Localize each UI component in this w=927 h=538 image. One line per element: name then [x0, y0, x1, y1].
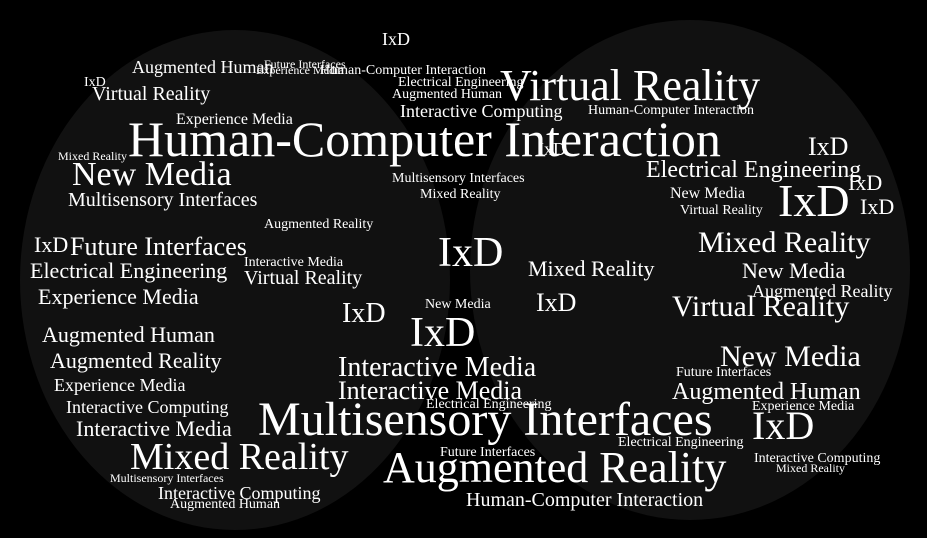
word-future-interfaces-right: Future Interfaces [676, 365, 772, 380]
word-interactive-media-left: Interactive Media [76, 416, 232, 441]
word-electrical-engineering-bottom: Electrical Engineering [618, 435, 744, 450]
word-electrical-engineering-left: Electrical Engineering [30, 258, 228, 283]
word-ixd-left: IxD [34, 232, 69, 257]
word-virtual-reality-large: Virtual Reality [500, 61, 761, 110]
word-augmented-human-right: Augmented Human [672, 379, 861, 405]
word-ixd-mid: IxD [536, 288, 577, 317]
word-augmented-reality-small: Augmented Reality [264, 217, 374, 232]
word-human-computer-interaction-bottom: Human-Computer Interaction [466, 489, 704, 511]
word-ixd-mid-2: IxD [342, 298, 386, 329]
word-new-media-right-small: New Media [670, 185, 746, 202]
word-ixd-large-4: IxD [752, 403, 815, 448]
word-augmented-human-bottom: Augmented Human [170, 497, 281, 512]
word-experience-media-small: Experience Media [54, 375, 186, 395]
word-ixd-mid-small: IxD [538, 139, 566, 159]
word-ixd-top: IxD [382, 29, 410, 49]
word-future-interfaces-left: Future Interfaces [70, 232, 247, 261]
word-experience-media-top-2: Experience Media [176, 111, 293, 128]
word-ixd-large-1: IxD [778, 175, 850, 226]
word-interactive-computing-bottom: Interactive Computing [158, 483, 321, 503]
word-ixd-large-2: IxD [438, 230, 504, 276]
word-augmented-human-top: Augmented Human [132, 57, 274, 77]
word-mixed-reality-mid: Mixed Reality [528, 256, 655, 281]
word-augmented-reality-right: Augmented Reality [752, 281, 893, 301]
word-human-computer-interaction-top: Human-Computer Interaction [320, 63, 487, 78]
word-multisensory-interfaces-large: Multisensory Interfaces [258, 393, 713, 446]
word-mixed-reality-right: Mixed Reality [698, 226, 871, 259]
word-interactive-computing-right-small: Interactive Computing [754, 451, 881, 466]
word-mixed-reality-small: Mixed Reality [420, 187, 501, 202]
word-virtual-reality-left: Virtual Reality [92, 83, 211, 105]
word-experience-media-left: Experience Media [38, 284, 199, 309]
word-future-interfaces-bottom: Future Interfaces [440, 445, 536, 460]
word-virtual-reality-mid: Virtual Reality [244, 267, 363, 289]
word-augmented-human-mid: Augmented Human [392, 87, 503, 102]
word-electrical-engineering-right: Electrical Engineering [646, 157, 862, 183]
word-ixd-right-small: IxD [808, 132, 849, 161]
word-augmented-reality-large: Augmented Reality [383, 443, 727, 492]
word-human-computer-interaction-right-small: Human-Computer Interaction [588, 103, 755, 118]
word-augmented-reality-left: Augmented Reality [50, 348, 222, 373]
word-multisensory-interfaces-left: Multisensory Interfaces [68, 189, 258, 211]
word-ixd-right-small-2: IxD [848, 170, 883, 195]
word-electrical-engineering-top: Electrical Engineering [398, 75, 524, 90]
word-new-media-mid: New Media [425, 297, 491, 312]
word-future-interfaces-top: Future Interfaces [264, 57, 346, 71]
word-interactive-computing-top: Interactive Computing [400, 101, 563, 121]
word-human-computer-interaction: Human-Computer Interaction [128, 111, 721, 167]
word-new-media-large: New Media [72, 156, 232, 193]
word-interactive-media-small: Interactive Media [244, 255, 344, 270]
word-interactive-computing-left: Interactive Computing [66, 397, 229, 417]
word-multisensory-bottom: Multisensory Interfaces [110, 471, 224, 485]
word-virtual-reality-right-small: Virtual Reality [680, 203, 763, 218]
glasses-shape-right [470, 20, 910, 520]
word-new-media-right: New Media [720, 340, 861, 373]
word-experience-media-top: Experience Media [256, 63, 344, 77]
word-new-media-right-2: New Media [742, 258, 846, 283]
word-augmented-human-left: Augmented Human [42, 322, 215, 347]
word-experience-media-right: Experience Media [752, 399, 855, 414]
word-ixd-right-small-3: IxD [860, 194, 895, 219]
word-electrical-engineering-mid: Electrical Engineering [426, 397, 552, 412]
word-interaction-right: Virtual Reality [672, 290, 850, 323]
word-mixed-reality-right-small: Mixed Reality [776, 461, 845, 475]
word-mixed-reality-left-small: Mixed Reality [58, 149, 127, 163]
word-interactive-media: Interactive Media [338, 352, 537, 383]
glasses-shape-left [20, 30, 450, 530]
word-ixd-large-3: IxD [410, 310, 476, 356]
word-interactive-media-2: Interactive Media [338, 376, 523, 405]
word-mixed-reality-large: Mixed Reality [130, 436, 349, 478]
word-ixd-left-small: IxD [84, 75, 106, 90]
word-multisensory-small: Multisensory Interfaces [392, 171, 525, 186]
